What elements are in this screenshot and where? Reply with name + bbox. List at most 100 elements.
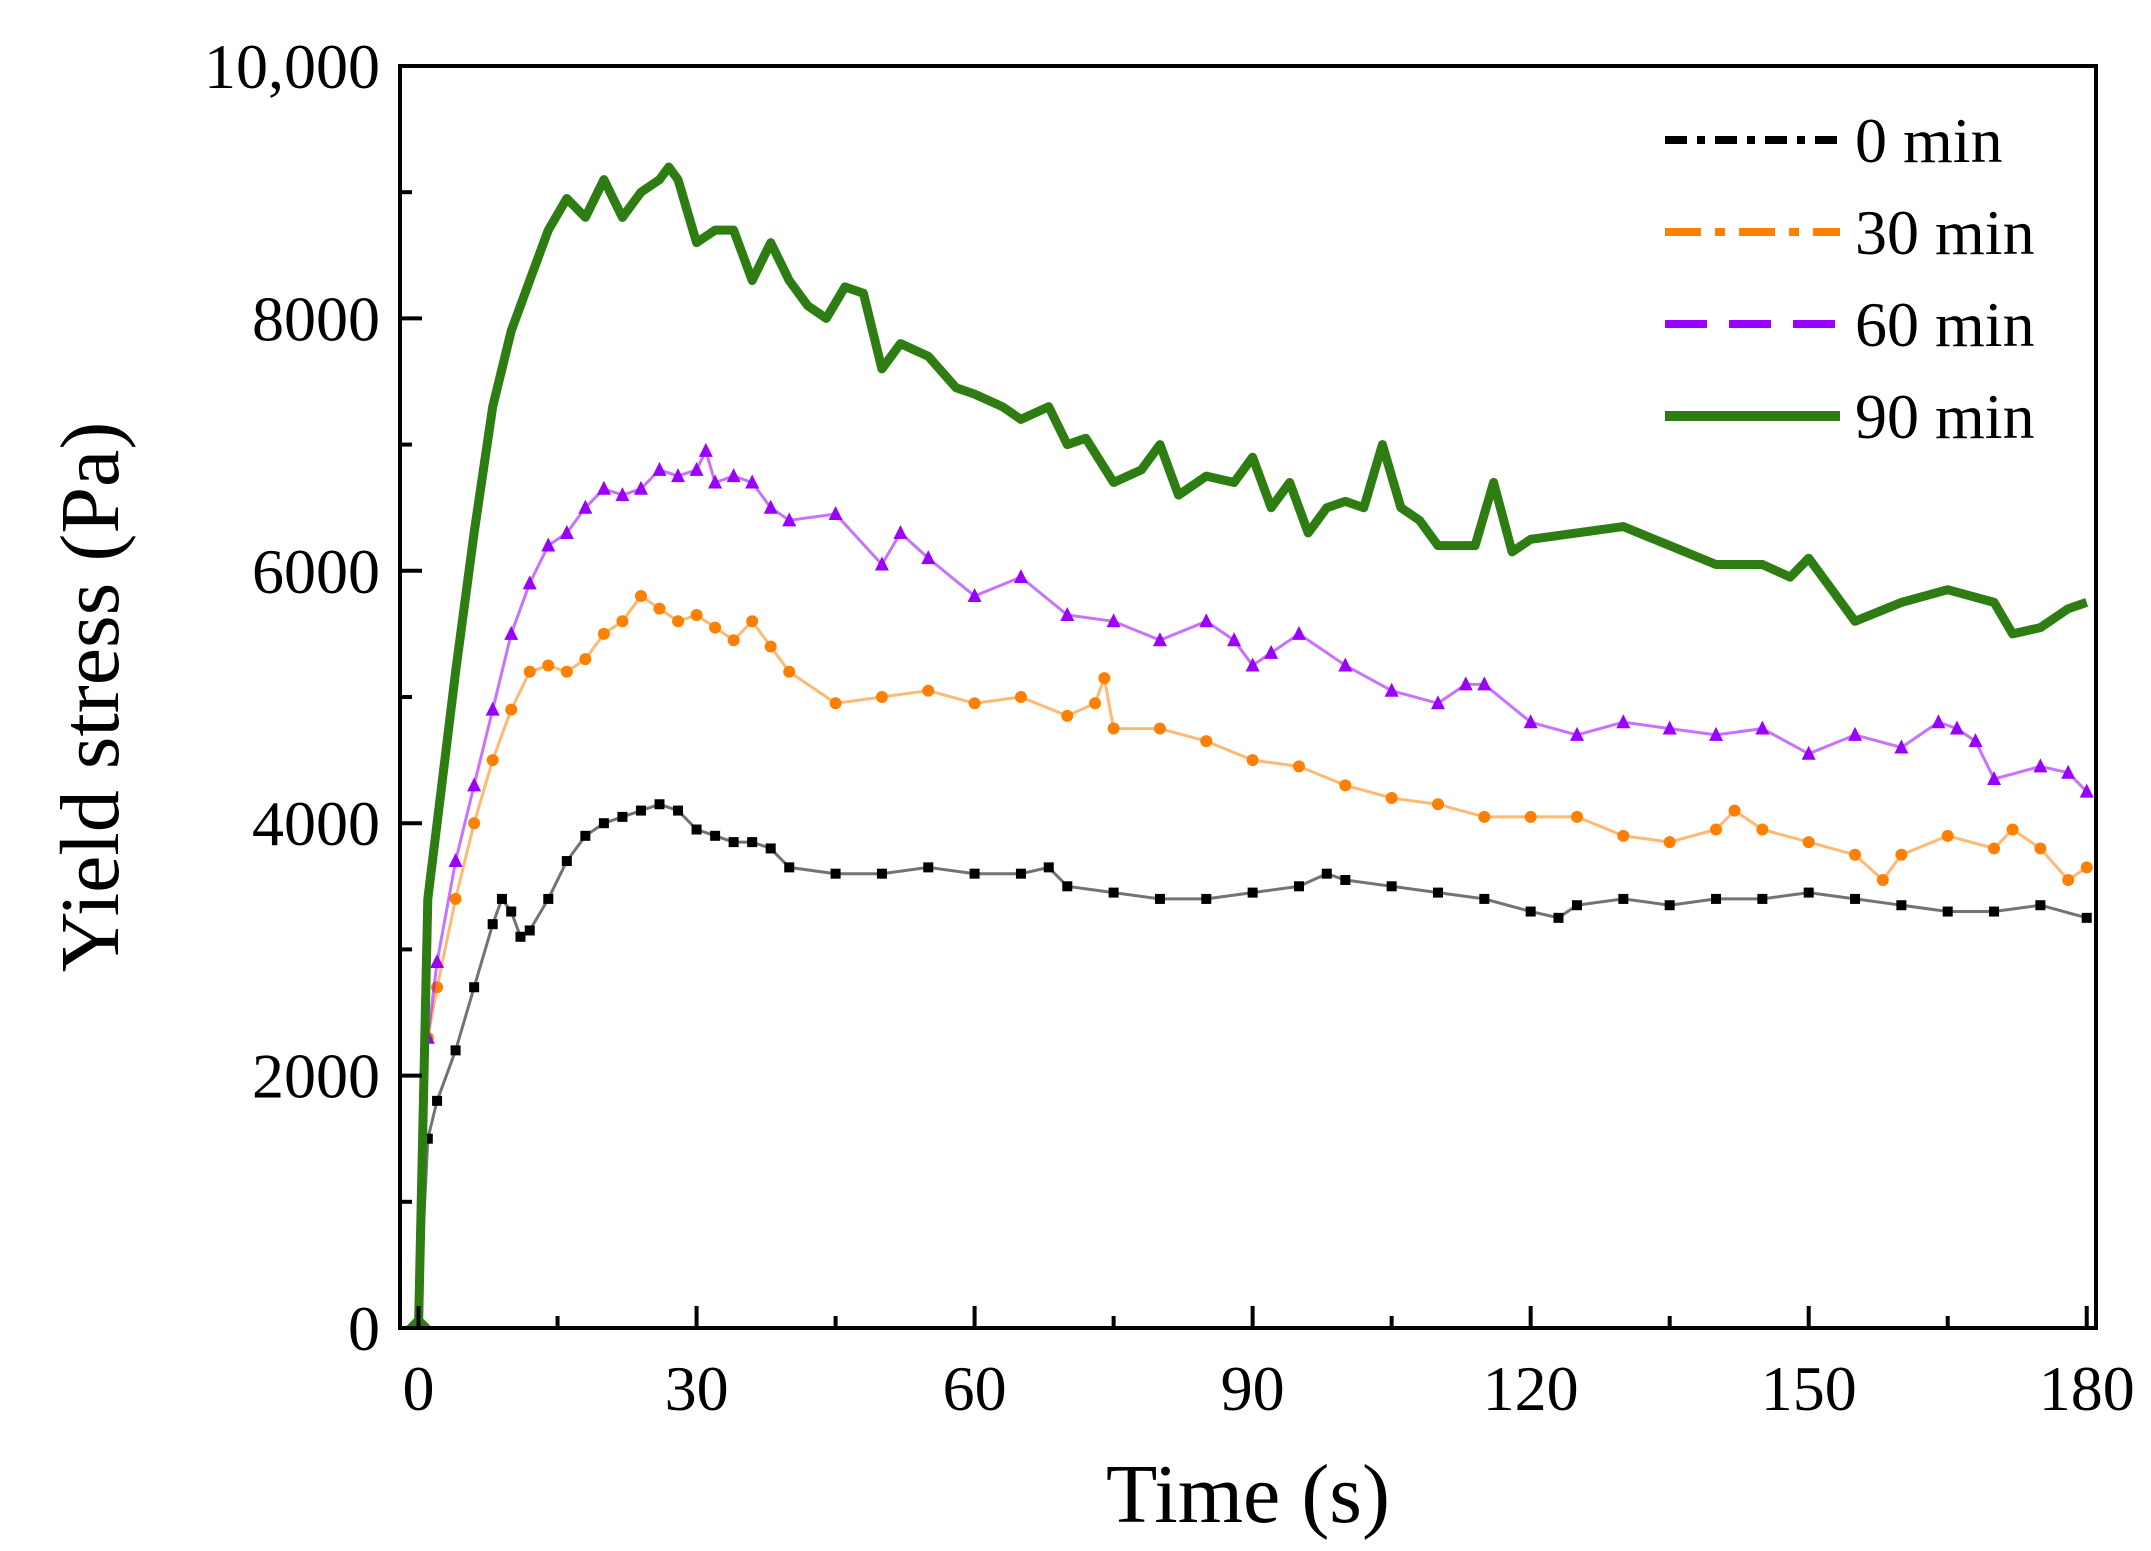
data-point-0-min	[1711, 893, 1722, 904]
data-point-30-min	[690, 608, 703, 621]
data-point-60-min	[1152, 632, 1167, 647]
data-point-30-min	[1339, 779, 1352, 792]
data-point-60-min	[698, 442, 713, 457]
data-point-30-min	[1728, 804, 1741, 817]
data-point-0-min	[1989, 906, 2000, 917]
data-point-0-min	[654, 799, 665, 810]
data-point-0-min	[1553, 912, 1564, 923]
data-point-0-min	[1293, 881, 1304, 892]
y-tick-label: 0	[348, 1293, 380, 1364]
data-point-30-min	[1571, 810, 1584, 823]
y-tick-label: 6000	[252, 536, 380, 607]
data-point-30-min	[764, 640, 777, 653]
data-point-60-min	[652, 461, 667, 476]
data-point-60-min	[921, 550, 936, 565]
data-point-0-min	[515, 931, 526, 942]
data-point-0-min	[673, 805, 684, 816]
data-point-30-min	[2006, 823, 2019, 836]
data-point-0-min	[450, 1045, 461, 1056]
data-point-30-min	[829, 697, 842, 710]
data-point-60-min	[1968, 733, 1983, 748]
data-point-0-min	[617, 811, 628, 822]
data-point-0-min	[1803, 887, 1814, 898]
data-point-0-min	[710, 830, 721, 841]
data-point-60-min	[671, 468, 686, 483]
data-point-60-min	[615, 487, 630, 502]
data-point-60-min	[1801, 745, 1816, 760]
data-point-0-min	[691, 824, 702, 835]
data-point-0-min	[561, 856, 572, 867]
data-point-60-min	[1755, 720, 1770, 735]
data-point-60-min	[1060, 606, 1075, 621]
data-point-30-min	[1098, 672, 1111, 685]
data-point-30-min	[727, 634, 740, 647]
data-point-60-min	[448, 853, 463, 868]
data-point-60-min	[1430, 695, 1445, 710]
data-point-60-min	[1570, 726, 1585, 741]
data-point-0-min	[422, 1133, 433, 1144]
data-point-60-min	[578, 499, 593, 514]
series-line-90-min	[414, 162, 2089, 1328]
data-point-0-min	[1247, 887, 1258, 898]
data-point-30-min	[1200, 735, 1213, 748]
data-point-0-min	[830, 868, 841, 879]
data-point-30-min	[2062, 873, 2075, 886]
data-point-60-min	[559, 524, 574, 539]
y-tick-label: 2000	[252, 1041, 380, 1112]
series-30-min-group	[412, 590, 2093, 1328]
data-point-30-min	[2034, 842, 2047, 855]
data-point-0-min	[635, 805, 646, 816]
data-point-60-min	[893, 524, 908, 539]
data-point-30-min	[672, 615, 685, 628]
data-point-0-min	[1154, 893, 1165, 904]
data-point-60-min	[1199, 613, 1214, 628]
data-point-30-min	[1988, 842, 2001, 855]
data-point-0-min	[1757, 893, 1768, 904]
legend: 0 min 30 min 60 min 90 min	[1665, 105, 2035, 452]
data-point-60-min	[828, 506, 843, 521]
data-point-60-min	[1291, 625, 1306, 640]
data-point-0-min	[469, 982, 480, 993]
data-point-0-min	[2081, 912, 2092, 923]
data-point-0-min	[923, 862, 934, 873]
data-point-60-min	[1662, 720, 1677, 735]
data-point-60-min	[782, 512, 797, 527]
data-point-0-min	[1572, 900, 1583, 911]
data-point-30-min	[1014, 691, 1027, 703]
data-point-30-min	[1941, 829, 1954, 842]
data-point-0-min	[598, 818, 609, 829]
y-tick-label: 10,000	[204, 31, 380, 102]
data-point-0-min	[1062, 881, 1073, 892]
data-point-30-min	[968, 697, 981, 710]
data-point-30-min	[1524, 810, 1537, 823]
data-point-30-min	[2080, 861, 2093, 874]
data-point-30-min	[1246, 754, 1259, 767]
x-tick-label: 120	[1483, 1353, 1579, 1424]
data-point-0-min	[487, 919, 498, 930]
data-point-30-min	[523, 665, 536, 678]
data-point-30-min	[922, 684, 935, 697]
data-point-60-min	[541, 537, 556, 552]
data-point-0-min	[496, 893, 507, 904]
y-tick-label: 4000	[252, 788, 380, 859]
data-point-60-min	[1709, 726, 1724, 741]
data-point-60-min	[1458, 676, 1473, 691]
data-point-0-min	[1201, 893, 1212, 904]
data-point-30-min	[1663, 836, 1676, 849]
data-point-0-min	[1321, 868, 1332, 879]
data-point-30-min	[616, 615, 629, 628]
data-point-30-min	[1478, 810, 1491, 823]
data-point-30-min	[1802, 836, 1815, 849]
data-point-30-min	[449, 892, 462, 905]
data-point-60-min	[1616, 714, 1631, 729]
data-point-60-min	[2079, 783, 2094, 798]
data-point-0-min	[524, 925, 535, 936]
data-point-60-min	[1894, 739, 1909, 754]
data-point-60-min	[430, 954, 445, 969]
y-axis-title: Yield stress (Pa)	[44, 422, 137, 973]
data-point-30-min	[875, 691, 888, 703]
data-point-30-min	[1292, 760, 1305, 773]
x-tick-label: 150	[1761, 1353, 1857, 1424]
